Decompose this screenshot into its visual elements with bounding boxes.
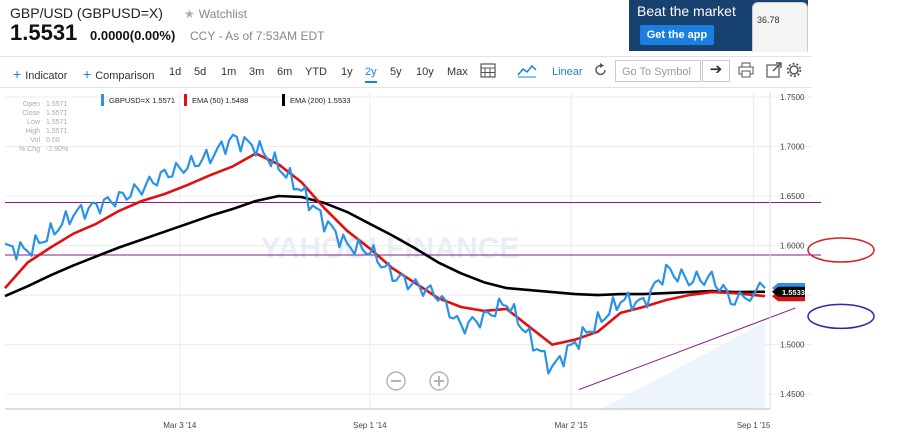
phone-value: 36.78 [757, 15, 780, 25]
legend-swatch [101, 94, 104, 106]
scale-toggle[interactable]: Linear [552, 66, 583, 78]
range-1y[interactable]: 1y [341, 66, 353, 78]
x-tick-label: Sep 1 '14 [353, 421, 387, 430]
x-axis: Mar 3 '14 Sep 1 '14 Mar 2 '15 Sep 1 '15 [5, 408, 771, 430]
page-title: GBP/USD (GBPUSD=X) [10, 5, 163, 21]
info-value: 1.5571 [46, 128, 68, 135]
range-max[interactable]: Max [447, 66, 468, 78]
y-axis: 1.75001.70001.65001.60001.55001.50001.45… [769, 92, 805, 409]
x-tick-label: Mar 2 '15 [555, 421, 589, 430]
info-label: % Chg [19, 146, 40, 153]
range-1d[interactable]: 1d [169, 66, 182, 78]
y-tick-label: 1.7500 [780, 93, 805, 102]
zoom-in-button[interactable] [429, 371, 449, 391]
y-tick-label: 1.6500 [780, 192, 805, 201]
range-2y[interactable]: 2y [365, 66, 377, 83]
add-indicator-button[interactable]: + Indicator [13, 66, 67, 82]
y-tick-label: 1.4500 [780, 390, 805, 399]
legend-entry: GBPUSD=X 1.5571 [109, 96, 175, 105]
legend-entry: EMA (200) 1.5533 [290, 96, 350, 105]
range-3m[interactable]: 3m [249, 66, 265, 78]
info-value: 1.5571 [46, 110, 68, 117]
info-label: High [26, 128, 41, 135]
expand-icon[interactable] [766, 62, 782, 78]
info-panel: Open 1.5571 Close 1.5571 Low 1.5571 High 1.5571… [19, 101, 68, 153]
star-icon: ★ [184, 7, 195, 21]
range-ytd[interactable]: YTD [305, 66, 327, 78]
calendar-icon[interactable] [480, 62, 496, 78]
banner-headline: Beat the market [637, 3, 736, 19]
range-5y[interactable]: 5y [390, 66, 402, 78]
blue-ellipse-marker [807, 303, 875, 330]
zoom-out-button[interactable] [386, 371, 406, 391]
area-shading [601, 322, 765, 409]
y-tick-label: 1.7000 [780, 142, 805, 151]
plus-icon: + [13, 66, 22, 82]
series-line-gbpusd-x [4, 133, 766, 375]
current-price: 1.5531 [10, 20, 78, 45]
info-label: Vol [30, 137, 40, 144]
comparison-label: Comparison [95, 70, 155, 82]
reset-icon[interactable] [594, 62, 608, 78]
chart-legend: GBPUSD=X 1.5571 EMA (50) 1.5488 EMA (200) … [101, 94, 350, 106]
legend-entry: EMA (50) 1.5488 [192, 96, 248, 105]
indicator-label: Indicator [25, 70, 68, 82]
chart-grid [5, 92, 812, 409]
watchlist-label: Watchlist [198, 7, 247, 21]
info-value: 0.00 [46, 137, 60, 144]
info-label: Close [22, 110, 40, 117]
add-comparison-button[interactable]: + Comparison [83, 66, 155, 82]
last-price-label: 1.5533 [782, 288, 805, 297]
x-tick-label: Sep 1 '15 [737, 421, 771, 430]
legend-swatch [282, 94, 285, 106]
series-line-ema-200- [4, 194, 766, 298]
price-chart[interactable]: YAHOO! FINANCE 1.7500 1.7000 1.6500 1.6000 1… [0, 88, 901, 445]
info-value: 1.5571 [46, 101, 68, 108]
plus-icon: + [83, 66, 92, 82]
range-1m[interactable]: 1m [221, 66, 237, 78]
chart-toolbar [0, 56, 812, 88]
phone-image [752, 2, 808, 52]
range-5d[interactable]: 5d [194, 66, 207, 78]
go-arrow-button[interactable]: ➔ [702, 60, 730, 82]
range-6m[interactable]: 6m [277, 66, 293, 78]
x-tick-label: Mar 3 '14 [163, 421, 197, 430]
yahoo-watermark: YAHOO! FINANCE [261, 232, 520, 265]
series-group [4, 133, 766, 375]
info-value: -2.90% [46, 146, 68, 153]
red-ellipse-marker [807, 237, 875, 263]
info-label: Low [27, 119, 41, 126]
y-tick-label: 1.5000 [780, 341, 805, 350]
print-icon[interactable] [738, 62, 754, 78]
last-price-marker: 1.5533 [772, 283, 805, 302]
price-change: 0.0000(0.00%) [90, 28, 176, 43]
symbol-search-input[interactable]: Go To Symbol [615, 60, 701, 82]
info-label: Open [23, 101, 40, 108]
y-tick-label: 1.6000 [780, 242, 805, 251]
price-marker-black [772, 286, 805, 297]
support-trend-line [578, 307, 796, 391]
quote-meta: CCY - As of 7:53AM EDT [190, 29, 325, 43]
range-10y[interactable]: 10y [416, 66, 434, 78]
settings-gear-icon[interactable] [786, 62, 802, 78]
get-app-button[interactable]: Get the app [640, 25, 714, 45]
chart-type-icon[interactable] [517, 62, 537, 78]
watchlist-button[interactable]: ★ Watchlist [184, 7, 247, 21]
legend-swatch [184, 94, 187, 106]
info-value: 1.5571 [46, 119, 68, 126]
